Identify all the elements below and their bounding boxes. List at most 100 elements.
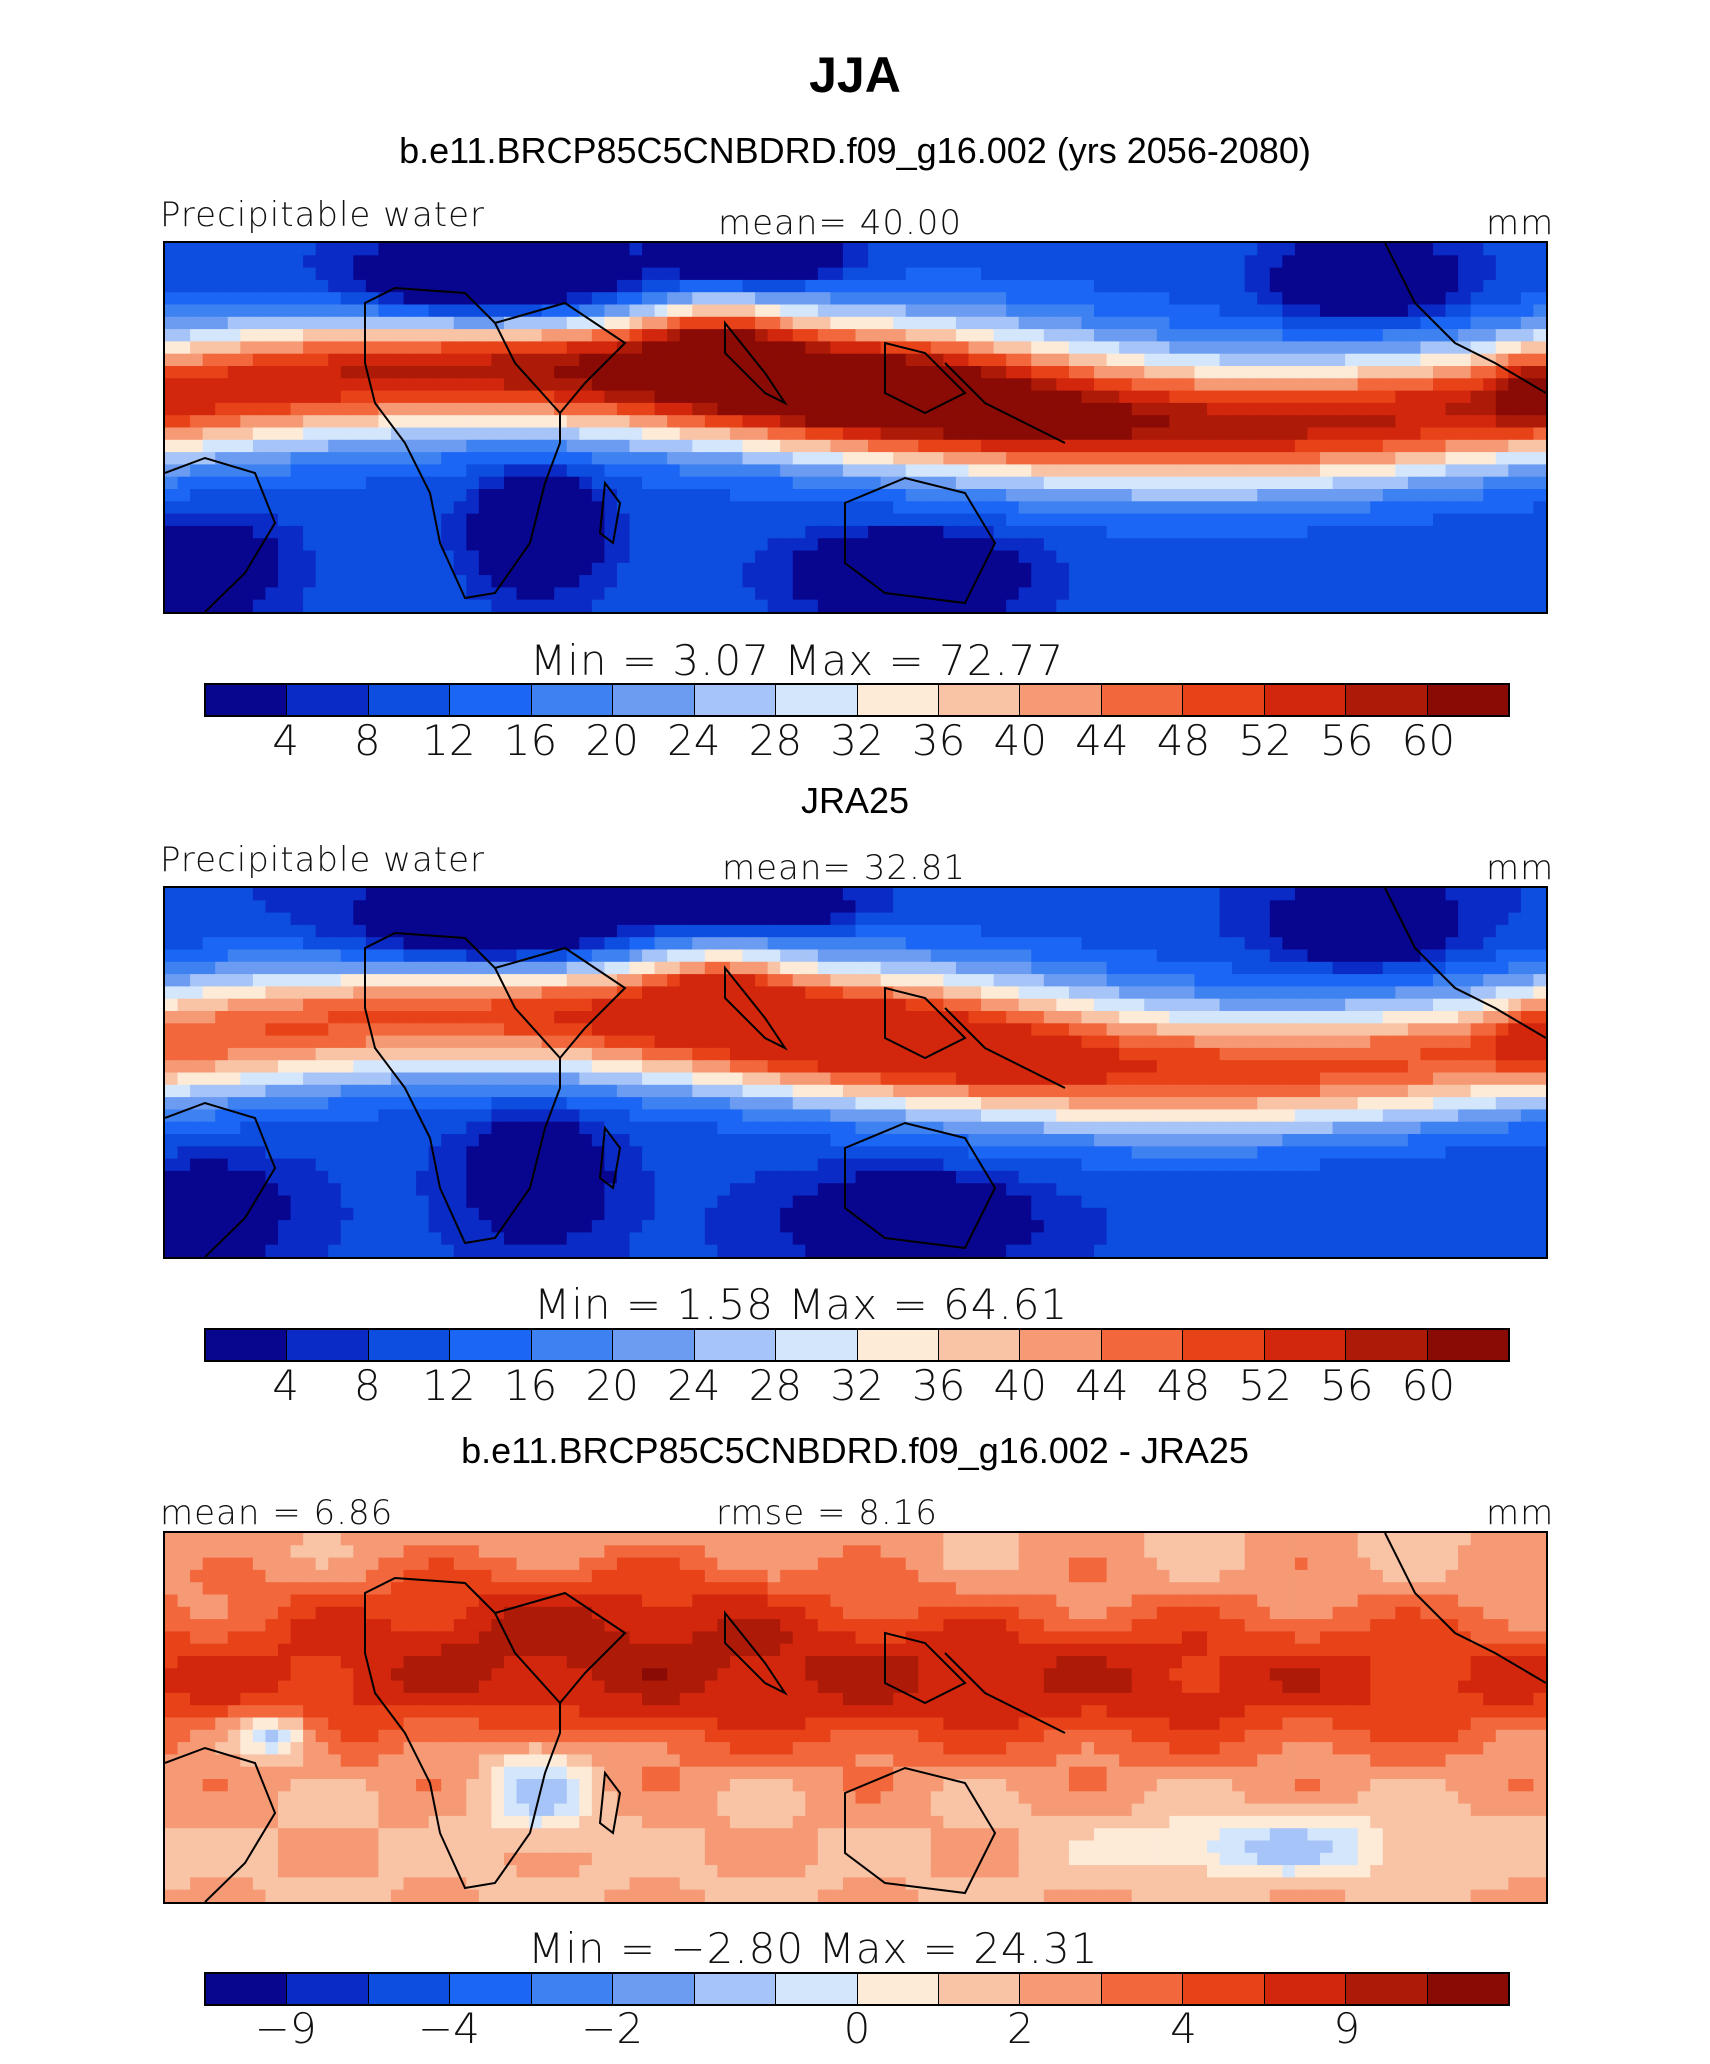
field-cell [1407, 575, 1422, 588]
field-cell [516, 439, 530, 453]
field-cell [416, 292, 430, 306]
field-cell [1307, 1060, 1321, 1074]
field-cell [1257, 402, 1271, 416]
field-cell [1181, 888, 1196, 901]
field-cell [968, 1060, 982, 1074]
field-cell [1495, 986, 1509, 1000]
field-cell [679, 1011, 693, 1024]
field-cell [503, 900, 518, 914]
field-cell [642, 937, 656, 951]
panel-2-title: JRA25 [800, 780, 910, 821]
field-cell [981, 353, 995, 367]
field-cell [1119, 366, 1133, 379]
field-cell [1257, 304, 1271, 318]
field-cell [1370, 366, 1384, 379]
field-cell [1420, 366, 1434, 379]
field-cell [1433, 255, 1447, 269]
field-cell [328, 538, 342, 552]
field-cell [717, 888, 731, 901]
field-cell [1445, 1060, 1459, 1074]
field-cell [880, 912, 894, 926]
field-cell [830, 525, 844, 539]
field-cell [1433, 341, 1447, 355]
field-cell [654, 329, 668, 342]
field-cell [165, 1047, 179, 1061]
field-cell [968, 550, 982, 564]
field-cell [1031, 292, 1045, 306]
field-cell [566, 353, 580, 367]
field-cell [1081, 415, 1095, 429]
field-cell [642, 1035, 656, 1049]
field-cell [1068, 255, 1083, 269]
field-cell [165, 900, 179, 914]
field-cell [441, 427, 455, 441]
field-cell [277, 974, 292, 987]
field-cell [177, 550, 191, 564]
field-cell [1207, 439, 1221, 453]
field-cell [1219, 974, 1233, 987]
panel-2-mean-label: mean= 32.81 [722, 848, 967, 888]
field-cell [165, 402, 179, 416]
field-cell [1068, 912, 1083, 926]
field-cell [905, 304, 919, 318]
field-cell [1106, 912, 1120, 926]
field-cell [428, 353, 442, 367]
field-cell [190, 255, 204, 269]
field-cell [265, 1011, 279, 1024]
field-cell [842, 316, 857, 330]
field-cell [1458, 464, 1472, 478]
colorbar-swatch-10 [938, 685, 1021, 715]
field-cell [1081, 501, 1095, 515]
field-cell [842, 538, 857, 552]
field-cell [1031, 525, 1045, 539]
field-cell [1181, 329, 1196, 342]
field-cell [968, 888, 982, 901]
field-cell [1169, 255, 1183, 269]
field-cell [1257, 1047, 1271, 1061]
field-cell [1094, 974, 1108, 987]
field-cell [240, 949, 254, 963]
field-cell [805, 378, 819, 392]
field-cell [943, 501, 957, 515]
field-cell [755, 974, 769, 987]
field-cell [1194, 949, 1208, 963]
field-cell [265, 501, 279, 515]
field-cell [277, 986, 292, 1000]
field-cell [1395, 378, 1409, 392]
field-cell [1181, 501, 1196, 515]
field-cell [604, 439, 618, 453]
field-cell [1382, 292, 1396, 306]
field-cell [1345, 525, 1359, 539]
field-cell [428, 267, 442, 281]
field-cell [1294, 329, 1309, 342]
field-cell [591, 538, 605, 552]
field-cell [1370, 986, 1384, 1000]
field-cell [1244, 329, 1258, 342]
field-cell [654, 402, 668, 416]
field-cell [667, 341, 681, 355]
field-cell [441, 267, 455, 281]
field-cell [767, 476, 781, 490]
field-cell [1282, 1060, 1296, 1074]
field-cell [830, 255, 844, 269]
field-cell [1395, 366, 1409, 379]
field-cell [742, 366, 756, 379]
field-cell [277, 341, 292, 355]
field-cell [1370, 304, 1384, 318]
field-cell [842, 501, 857, 515]
field-cell [240, 986, 254, 1000]
field-cell [842, 599, 857, 612]
field-cell [667, 415, 681, 429]
field-cell [729, 949, 744, 963]
field-cell [340, 427, 354, 441]
field-cell [378, 900, 392, 914]
field-cell [642, 415, 656, 429]
field-cell [880, 550, 894, 564]
field-cell [805, 538, 819, 552]
field-cell [378, 538, 392, 552]
field-cell [1068, 243, 1083, 256]
field-cell [478, 525, 493, 539]
field-cell [968, 974, 982, 987]
field-cell [290, 974, 304, 987]
field-cell [1508, 525, 1522, 539]
